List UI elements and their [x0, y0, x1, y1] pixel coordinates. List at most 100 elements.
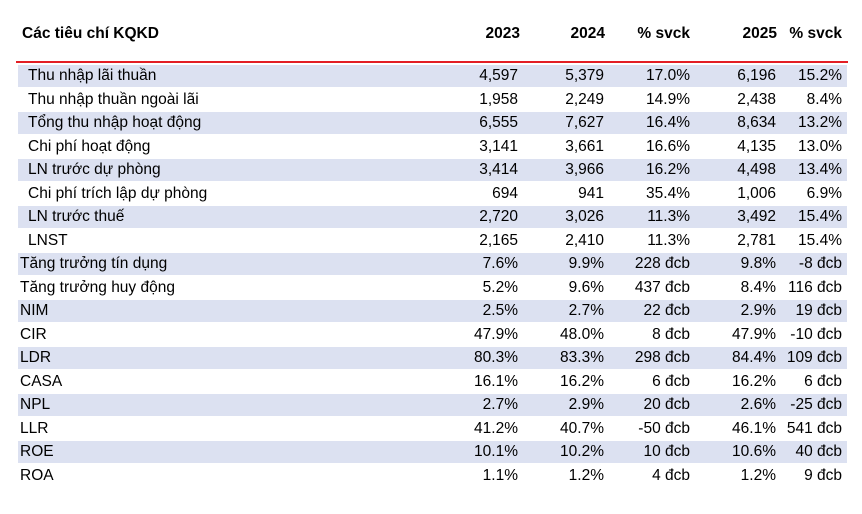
table-row: NIM 2.5% 2.7% 22 đcb 2.9% 19 đcb: [0, 299, 862, 323]
cell-2025: 1.2%: [740, 466, 776, 484]
cell-2024: 2,410: [565, 231, 604, 249]
header-criteria: Các tiêu chí KQKD: [22, 25, 159, 42]
table-row: Tăng trưởng tín dụng 7.6% 9.9% 228 đcb 9…: [0, 252, 862, 276]
cell-2024: 9.6%: [568, 278, 604, 296]
cell-svck-2025: 8.4%: [806, 90, 842, 108]
cell-svck-2025: 15.4%: [798, 231, 842, 249]
cell-svck-2024: 22 đcb: [643, 302, 690, 319]
cell-2024: 2,249: [565, 90, 604, 108]
cell-svck-2025: 13.2%: [798, 114, 842, 131]
table-row: LLR 41.2% 40.7% -50 đcb 46.1% 541 đcb: [0, 417, 862, 441]
cell-2025: 47.9%: [732, 325, 776, 343]
table-row: LN trước thuế 2,720 3,026 11.3% 3,492 15…: [0, 205, 862, 229]
table-row: Tổng thu nhập hoạt động 6,555 7,627 16.4…: [0, 111, 862, 135]
cell-svck-2024: 17.0%: [646, 67, 690, 84]
cell-2024: 941: [578, 184, 604, 202]
cell-svck-2024: 14.9%: [646, 90, 690, 108]
row-label: NPL: [20, 396, 51, 413]
cell-2023: 41.2%: [474, 419, 518, 437]
header-svck-2025: % svck: [789, 25, 842, 42]
cell-2024: 3,026: [565, 208, 604, 225]
cell-2025: 4,498: [737, 161, 776, 178]
cell-svck-2024: 228 đcb: [634, 255, 690, 272]
cell-svck-2025: 6 đcb: [804, 372, 842, 390]
cell-2023: 7.6%: [482, 255, 518, 272]
cell-svck-2025: 13.0%: [798, 137, 842, 155]
cell-svck-2024: 4 đcb: [652, 466, 690, 484]
cell-2023: 2.7%: [482, 396, 518, 413]
table-row: Chi phí hoạt động 3,141 3,661 16.6% 4,13…: [0, 135, 862, 159]
cell-2024: 40.7%: [560, 419, 604, 437]
cell-2023: 2.5%: [482, 302, 518, 319]
table-row: LDR 80.3% 83.3% 298 đcb 84.4% 109 đcb: [0, 346, 862, 370]
table-row: CIR 47.9% 48.0% 8 đcb 47.9% -10 đcb: [0, 323, 862, 347]
cell-2023: 1,958: [479, 90, 518, 108]
row-label: NIM: [20, 302, 49, 319]
cell-2025: 10.6%: [732, 443, 776, 460]
cell-svck-2024: 35.4%: [646, 184, 690, 202]
cell-svck-2025: -25 đcb: [790, 396, 842, 413]
table-row: Tăng trưởng huy động 5.2% 9.6% 437 đcb 8…: [0, 276, 862, 300]
cell-svck-2024: 20 đcb: [643, 396, 690, 413]
cell-svck-2024: 16.2%: [646, 161, 690, 178]
cell-svck-2024: 11.3%: [647, 231, 690, 249]
cell-svck-2025: 13.4%: [798, 161, 842, 178]
header-2024: 2024: [570, 25, 605, 42]
row-label: ROA: [20, 466, 54, 484]
cell-svck-2025: 15.4%: [798, 208, 842, 225]
table-row: Chi phí trích lập dự phòng 694 941 35.4%…: [0, 182, 862, 206]
row-label: Tổng thu nhập hoạt động: [28, 114, 202, 131]
cell-svck-2025: 116 đcb: [787, 278, 842, 296]
row-label: Chi phí hoạt động: [28, 137, 151, 155]
cell-2024: 16.2%: [560, 372, 604, 390]
row-label: LN trước thuế: [28, 208, 125, 225]
row-label: LDR: [20, 349, 52, 366]
row-label: CIR: [20, 325, 47, 343]
cell-svck-2025: -8 đcb: [798, 255, 842, 272]
table-row: ROA 1.1% 1.2% 4 đcb 1.2% 9 đcb: [0, 464, 862, 488]
cell-2024: 1.2%: [568, 466, 604, 484]
cell-2025: 2,438: [737, 90, 776, 108]
cell-2025: 3,492: [737, 208, 776, 225]
cell-svck-2025: 109 đcb: [786, 349, 842, 366]
cell-svck-2025: 40 đcb: [795, 443, 842, 460]
cell-2024: 10.2%: [560, 443, 604, 460]
table-row: LNST 2,165 2,410 11.3% 2,781 15.4%: [0, 229, 862, 253]
header-svck-2024: % svck: [637, 25, 690, 42]
cell-svck-2025: -10 đcb: [790, 325, 842, 343]
cell-2025: 1,006: [737, 184, 776, 202]
cell-2023: 47.9%: [474, 325, 518, 343]
cell-2023: 80.3%: [474, 349, 518, 366]
row-label: Thu nhập thuần ngoài lãi: [28, 90, 199, 108]
cell-2025: 2,781: [737, 231, 776, 249]
cell-2023: 3,414: [479, 161, 518, 178]
cell-svck-2025: 19 đcb: [795, 302, 842, 319]
table-row: Thu nhập thuần ngoài lãi 1,958 2,249 14.…: [0, 88, 862, 112]
row-label: CASA: [20, 372, 63, 390]
cell-2024: 3,966: [565, 161, 604, 178]
cell-2023: 5.2%: [482, 278, 518, 296]
table-row: CASA 16.1% 16.2% 6 đcb 16.2% 6 đcb: [0, 370, 862, 394]
cell-2023: 1.1%: [482, 466, 518, 484]
cell-svck-2025: 541 đcb: [786, 419, 842, 437]
cell-2023: 2,165: [479, 231, 518, 249]
header-2023: 2023: [485, 25, 520, 42]
cell-svck-2024: 16.4%: [646, 114, 690, 131]
cell-2024: 83.3%: [560, 349, 604, 366]
row-label: LN trước dự phòng: [28, 161, 161, 178]
cell-2023: 2,720: [479, 208, 518, 225]
cell-2025: 4,135: [737, 137, 776, 155]
cell-svck-2025: 15.2%: [798, 67, 842, 84]
row-label: ROE: [20, 443, 54, 460]
row-label: LNST: [28, 231, 68, 249]
row-label: Thu nhập lãi thuần: [28, 67, 157, 84]
cell-2023: 10.1%: [474, 443, 518, 460]
table-row: LN trước dự phòng 3,414 3,966 16.2% 4,49…: [0, 158, 862, 182]
header-divider: [16, 61, 848, 63]
cell-2024: 2.7%: [568, 302, 604, 319]
cell-2025: 2.6%: [740, 396, 776, 413]
cell-2024: 2.9%: [568, 396, 604, 413]
cell-2024: 7,627: [565, 114, 604, 131]
cell-svck-2024: 437 đcb: [634, 278, 690, 296]
